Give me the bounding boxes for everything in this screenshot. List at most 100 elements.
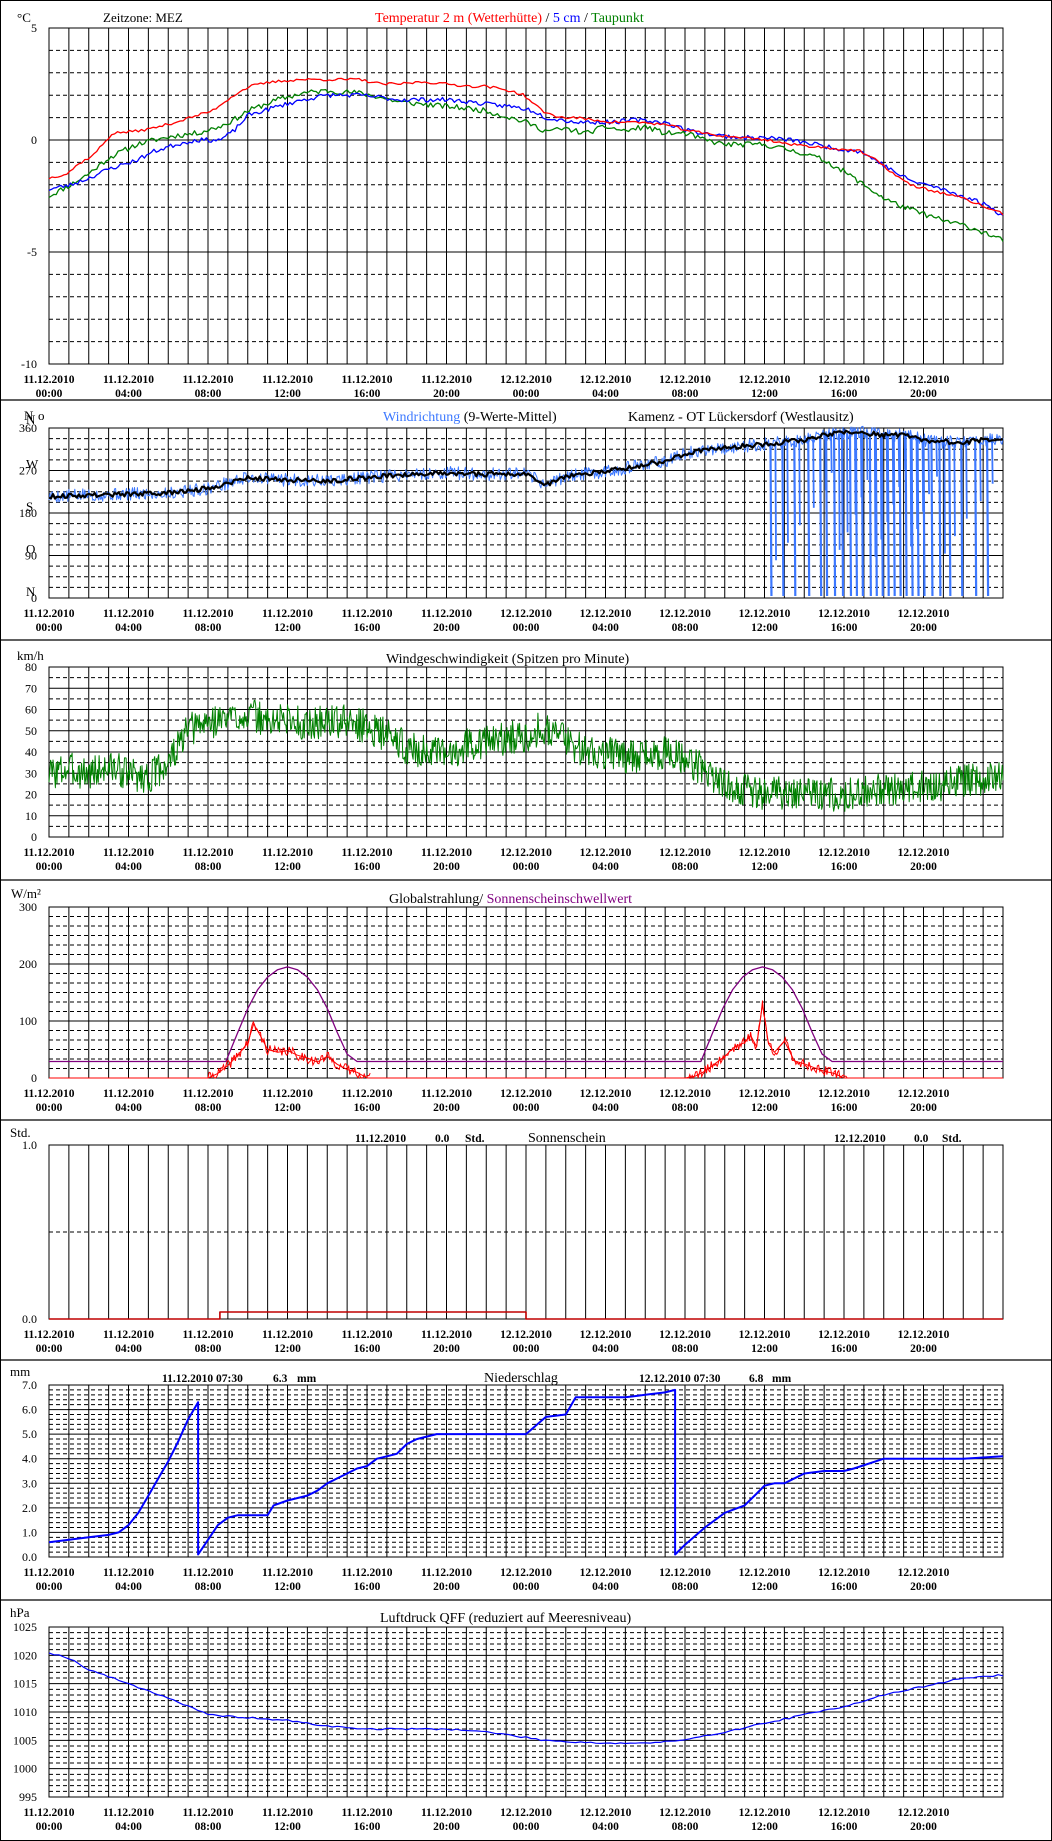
x-tick-time: 16:00 <box>831 622 858 634</box>
wind-direction-raw-line <box>48 425 1004 503</box>
x-tick-time: 04:00 <box>592 388 619 400</box>
wind-direction-drop <box>774 443 777 561</box>
y-tick-label: 7.0 <box>22 1378 37 1392</box>
unit-label: W/m² <box>11 886 41 901</box>
x-tick-time: 16:00 <box>831 1343 858 1355</box>
x-tick-time: 20:00 <box>910 1102 937 1114</box>
x-tick-date: 12.12.2010 <box>818 1567 870 1579</box>
x-tick-date: 11.12.2010 <box>341 1567 392 1579</box>
x-tick-time: 04:00 <box>115 388 142 400</box>
x-tick-time: 00:00 <box>36 388 63 400</box>
x-tick-time: 16:00 <box>354 861 381 873</box>
x-tick-time: 12:00 <box>274 1343 301 1355</box>
x-tick-time: 08:00 <box>195 1581 222 1593</box>
title-part: 5 cm <box>553 11 581 26</box>
wind-direction-drop <box>991 439 994 484</box>
x-tick-time: 16:00 <box>831 388 858 400</box>
x-tick-time: 08:00 <box>672 388 699 400</box>
x-tick-date: 11.12.2010 <box>262 608 313 620</box>
y-tick-label: 180 <box>19 506 37 520</box>
x-tick-date: 11.12.2010 <box>103 1567 154 1579</box>
chart-title: Niederschlag <box>484 1371 558 1386</box>
x-tick-time: 00:00 <box>513 388 540 400</box>
title-part: / <box>542 11 553 26</box>
x-tick-date: 12.12.2010 <box>580 1807 632 1819</box>
sunshine-line <box>49 1311 1003 1320</box>
y-tick-label: 200 <box>19 957 37 971</box>
chart-title: Globalstrahlung/ Sonnenscheinschwellwert <box>389 892 632 907</box>
precip-day1-label: 11.12.2010 07:30 <box>162 1373 243 1385</box>
x-tick-date: 11.12.2010 <box>421 1088 472 1100</box>
wind-direction-drop <box>781 442 785 597</box>
precip-day2-unit: mm <box>772 1373 792 1385</box>
x-tick-date: 11.12.2010 <box>103 1329 154 1341</box>
wind-direction-drop <box>948 442 952 597</box>
x-tick-date: 11.12.2010 <box>182 847 233 859</box>
unit-label: Std. <box>10 1125 31 1140</box>
y-tick-label: 100 <box>19 1014 37 1028</box>
title-part: Windrichtung <box>383 410 460 425</box>
radiation-chart: 300 200 100 0 11.12.2010 00:00 11.12.2010 04:00… <box>11 886 1004 1114</box>
y-tick-label: 0.0 <box>22 1550 37 1564</box>
compass-label: S <box>26 499 33 514</box>
x-tick-date: 12.12.2010 <box>500 1567 552 1579</box>
y-tick-label: 90 <box>25 549 37 563</box>
y-tick-label: 1020 <box>13 1648 37 1662</box>
y-tick-label: 20 <box>25 788 37 802</box>
precipitation-line <box>48 1388 1004 1556</box>
wind-direction-drop <box>916 438 920 597</box>
title-part: / <box>581 11 592 26</box>
x-tick-date: 12.12.2010 <box>659 1807 711 1819</box>
y-tick-label: 0 <box>31 133 37 147</box>
wind-direction-drop <box>960 442 964 597</box>
y-tick-label: 1015 <box>13 1677 37 1691</box>
x-tick-time: 08:00 <box>672 1343 699 1355</box>
chart-title: Temperatur 2 m (Wetterhütte) / 5 cm / Ta… <box>375 11 644 26</box>
x-tick-date: 12.12.2010 <box>898 374 950 386</box>
x-tick-date: 11.12.2010 <box>23 374 74 386</box>
title-part: (9-Werte-Mittel) <box>460 410 557 425</box>
wind-direction-drop <box>846 432 849 533</box>
x-tick-date: 12.12.2010 <box>739 1088 791 1100</box>
x-tick-time: 04:00 <box>115 1343 142 1355</box>
wind-direction-drop <box>874 434 878 597</box>
compass-label: W <box>26 457 39 472</box>
x-tick-date: 12.12.2010 <box>898 847 950 859</box>
x-tick-time: 12:00 <box>274 388 301 400</box>
compass-label: N <box>26 412 36 427</box>
y-tick-label: -5 <box>27 245 37 259</box>
x-tick-time: 00:00 <box>513 1821 540 1833</box>
wind-direction-drop <box>935 440 938 477</box>
wind-direction-drop <box>910 436 914 597</box>
plot-frame <box>48 27 1004 365</box>
x-tick-time: 00:00 <box>513 622 540 634</box>
y-tick-label: 1025 <box>13 1620 37 1634</box>
x-tick-date: 11.12.2010 <box>23 608 74 620</box>
wind-direction-drop <box>798 440 801 526</box>
x-tick-date: 11.12.2010 <box>341 1088 392 1100</box>
y-tick-label: 5 <box>31 21 37 35</box>
x-tick-time: 00:00 <box>36 861 63 873</box>
x-tick-date: 11.12.2010 <box>262 847 313 859</box>
x-tick-time: 20:00 <box>433 1581 460 1593</box>
x-tick-date: 11.12.2010 <box>341 1807 392 1819</box>
y-tick-label: 2.0 <box>22 1501 37 1515</box>
x-tick-date: 11.12.2010 <box>23 1088 74 1100</box>
x-tick-date: 11.12.2010 <box>23 847 74 859</box>
x-tick-date: 12.12.2010 <box>898 608 950 620</box>
chart-title: Luftdruck QFF (reduziert auf Meeresnivea… <box>380 1611 631 1626</box>
x-tick-time: 00:00 <box>36 622 63 634</box>
timezone-label: Zeitzone: MEZ <box>103 10 183 25</box>
title-part: Taupunkt <box>591 11 644 26</box>
x-tick-time: 04:00 <box>592 622 619 634</box>
pressure-line <box>48 1652 1004 1745</box>
wind-direction-drop <box>860 432 864 597</box>
x-tick-time: 04:00 <box>115 1821 142 1833</box>
y-tick-label: 10 <box>25 809 37 823</box>
sunshine-day2-value: 0.0 <box>914 1133 929 1145</box>
y-tick-label: 80 <box>25 660 37 674</box>
wind-direction-drop <box>807 438 811 597</box>
wind-direction-drop <box>927 439 930 495</box>
wind-direction-drop <box>819 436 823 597</box>
x-tick-date: 12.12.2010 <box>739 1567 791 1579</box>
